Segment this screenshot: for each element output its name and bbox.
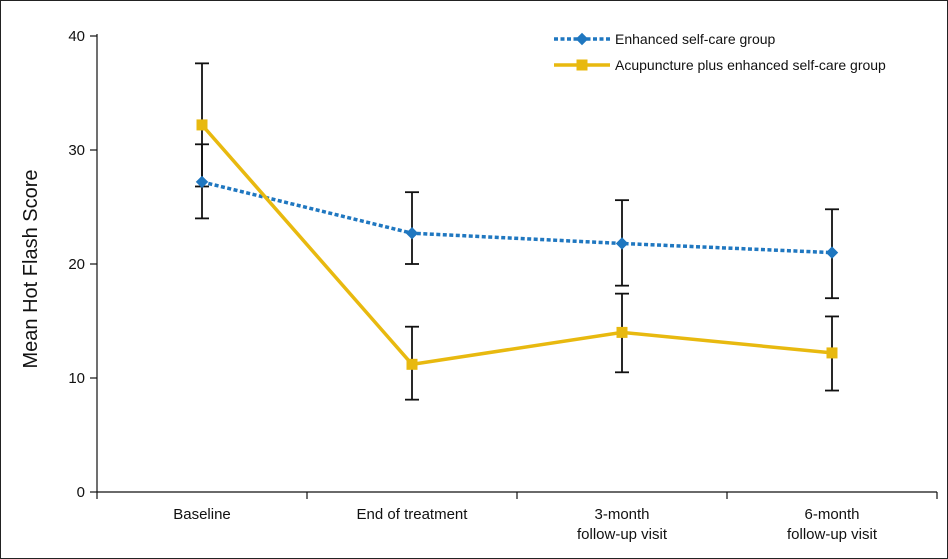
x-tick-label: Baseline <box>173 506 231 523</box>
y-tick-label: 10 <box>68 370 85 387</box>
legend-label-1: Enhanced self-care group <box>615 31 776 47</box>
data-point-1 <box>195 175 209 189</box>
data-point-1 <box>405 227 419 240</box>
legend-marker-2 <box>576 59 588 71</box>
data-point-2 <box>406 358 418 370</box>
y-tick-label: 20 <box>68 256 85 273</box>
x-tick-label: 6-month follow-up visit <box>787 506 878 543</box>
x-tick-label-line: 3-month <box>594 506 649 523</box>
series-line-2 <box>200 123 833 367</box>
x-tick-label: End of treatment <box>357 506 469 523</box>
data-point-1 <box>825 246 839 259</box>
y-tick-label: 40 <box>68 28 85 45</box>
data-point-2 <box>196 119 208 131</box>
axes: 0 10 20 30 40 Baseline End of treatment 3-month… <box>20 28 938 543</box>
x-tick-label: 3-month follow-up visit <box>577 506 668 543</box>
data-point-1 <box>615 237 629 250</box>
y-axis-title: Mean Hot Flash Score <box>20 170 42 369</box>
data-point-2 <box>616 326 628 338</box>
legend-marker-1 <box>575 32 589 46</box>
series-markers <box>195 119 839 370</box>
y-tick-label: 30 <box>68 142 85 159</box>
legend-label-2: Acupuncture plus enhanced self-care grou… <box>615 57 886 73</box>
y-tick-label: 0 <box>77 484 85 501</box>
data-point-2 <box>826 347 838 359</box>
x-tick-label-line: 6-month <box>804 506 859 523</box>
legend: Enhanced self-care group Acupuncture plus… <box>554 31 886 73</box>
x-tick-label-line: follow-up visit <box>787 526 878 543</box>
series-line-1 <box>201 180 833 255</box>
x-tick-label-line: Baseline <box>173 506 231 523</box>
series-lines <box>200 123 833 367</box>
x-tick-label-line: follow-up visit <box>577 526 668 543</box>
x-tick-label-line: End of treatment <box>357 506 469 523</box>
